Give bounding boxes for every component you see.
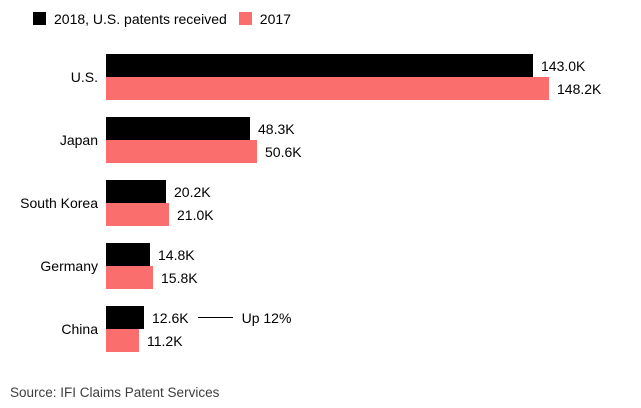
- bar-2017-u-s: [106, 77, 549, 100]
- legend-swatch-2018-icon: [33, 12, 46, 25]
- bars-south-korea: 20.2K 21.0K: [106, 180, 641, 226]
- bar-group-japan: Japan 48.3K 50.6K: [0, 117, 641, 163]
- chart-legend: 2018, U.S. patents received 2017: [33, 10, 641, 27]
- bar-group-china: China 12.6K Up 12% 11.2K: [0, 306, 641, 352]
- bars-japan: 48.3K 50.6K: [106, 117, 641, 163]
- legend-label-2018: 2018, U.S. patents received: [54, 10, 227, 27]
- bar-2018-south-korea: [106, 180, 166, 203]
- legend-label-2017: 2017: [259, 10, 291, 27]
- category-label-u-s: U.S.: [70, 69, 98, 85]
- value-label-south-korea-2017: 21.0K: [177, 206, 214, 223]
- bar-group-south-korea: South Korea 20.2K 21.0K: [0, 180, 641, 226]
- bar-line-germany-2017: 15.8K: [106, 266, 641, 289]
- bars-u-s: 143.0K 148.2K: [106, 54, 641, 100]
- category-label-china: China: [61, 321, 98, 337]
- bar-line-south-korea-2017: 21.0K: [106, 203, 641, 226]
- bar-line-japan-2018: 48.3K: [106, 117, 641, 140]
- bar-2018-japan: [106, 117, 250, 140]
- bar-group-germany: Germany 14.8K 15.8K: [0, 243, 641, 289]
- bar-2017-germany: [106, 266, 153, 289]
- bar-2018-germany: [106, 243, 150, 266]
- value-label-germany-2017: 15.8K: [161, 269, 198, 286]
- bar-chart-area: U.S. 143.0K 148.2K Japan 48.3K 50.6K South Kor…: [0, 54, 641, 352]
- bars-germany: 14.8K 15.8K: [106, 243, 641, 289]
- legend-item-2017: 2017: [238, 10, 291, 27]
- bars-china: 12.6K Up 12% 11.2K: [106, 306, 641, 352]
- value-label-germany-2018: 14.8K: [158, 246, 195, 263]
- legend-item-2018: 2018, U.S. patents received: [33, 11, 227, 27]
- bar-2017-japan: [106, 140, 257, 163]
- bar-line-japan-2017: 50.6K: [106, 140, 641, 163]
- value-label-u-s-2017: 148.2K: [557, 80, 602, 97]
- category-label-south-korea: South Korea: [20, 195, 98, 211]
- value-label-china-2018: 12.6K: [152, 309, 189, 326]
- value-label-south-korea-2018: 20.2K: [174, 183, 211, 200]
- bar-2017-china: [106, 329, 139, 352]
- category-label-japan: Japan: [59, 132, 98, 148]
- value-label-japan-2017: 50.6K: [265, 143, 302, 160]
- bar-line-china-2017: 11.2K: [106, 329, 641, 352]
- bar-line-u-s-2017: 148.2K: [106, 77, 641, 100]
- bar-group-u-s: U.S. 143.0K 148.2K: [0, 54, 641, 100]
- annotation-line: [197, 317, 233, 318]
- bar-line-u-s-2018: 143.0K: [106, 54, 641, 77]
- bar-line-china-2018: 12.6K Up 12%: [106, 306, 641, 329]
- source-text: Source: IFI Claims Patent Services: [10, 385, 220, 400]
- legend-swatch-2017-icon: [238, 12, 252, 25]
- bar-2018-china: [106, 306, 144, 329]
- bar-line-south-korea-2018: 20.2K: [106, 180, 641, 203]
- bar-line-germany-2018: 14.8K: [106, 243, 641, 266]
- bar-2018-u-s: [106, 54, 533, 77]
- annotation-text: Up 12%: [241, 309, 292, 326]
- value-label-japan-2018: 48.3K: [258, 120, 295, 137]
- value-label-china-2017: 11.2K: [147, 332, 183, 349]
- value-label-u-s-2018: 143.0K: [541, 57, 586, 74]
- category-label-germany: Germany: [40, 258, 98, 274]
- bar-2017-south-korea: [106, 203, 169, 226]
